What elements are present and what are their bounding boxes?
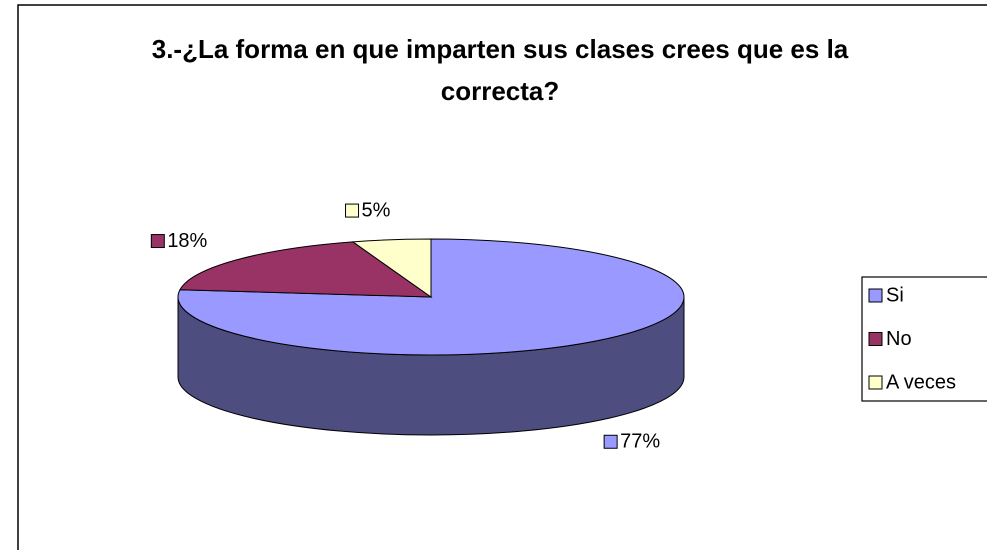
legend-box bbox=[861, 276, 987, 402]
data-label: 5% bbox=[362, 199, 391, 221]
label-swatch bbox=[345, 203, 360, 218]
legend-swatch bbox=[868, 332, 883, 346]
legend-label: No bbox=[886, 328, 912, 350]
pie-slice bbox=[351, 238, 432, 298]
pie-slice bbox=[179, 241, 433, 298]
label-swatch bbox=[603, 434, 618, 449]
legend-swatch bbox=[868, 288, 883, 303]
label-swatch bbox=[150, 234, 165, 249]
chart-title: 3.-¿La forma en que imparten sus clases … bbox=[151, 34, 849, 106]
legend-label: Si bbox=[886, 284, 904, 306]
legend-swatch bbox=[868, 375, 883, 390]
data-label: 18% bbox=[167, 230, 207, 252]
legend-label: A veces bbox=[886, 371, 956, 393]
data-label: 77% bbox=[620, 431, 660, 453]
